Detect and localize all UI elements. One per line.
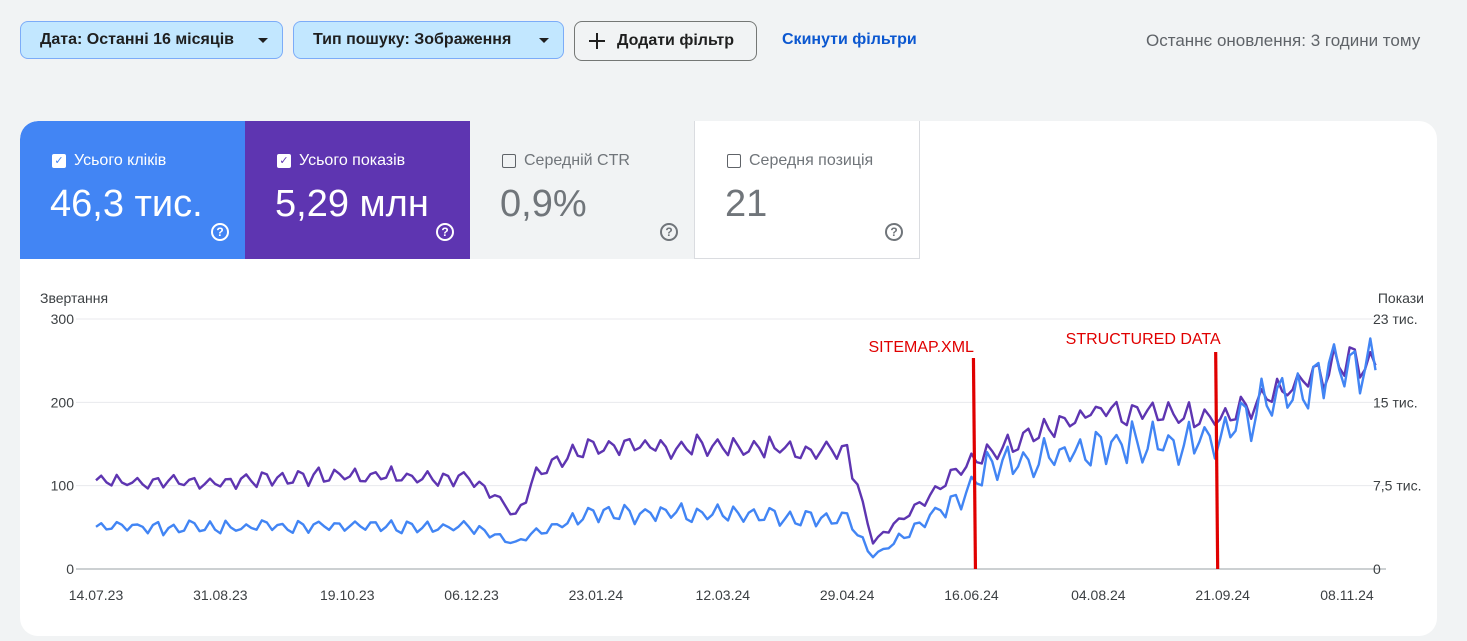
right-axis-title: Покази [1378, 290, 1424, 306]
x-tick-label: 21.09.24 [1195, 587, 1250, 603]
right-tick-label: 7,5 тис. [1373, 478, 1421, 494]
help-icon[interactable]: ? [660, 223, 678, 241]
metric-ctr-value: 0,9% [500, 183, 587, 225]
metric-clicks-label: Усього кліків [74, 152, 167, 169]
right-tick-label: 0 [1373, 561, 1381, 577]
performance-chart[interactable]: Звертання Покази SITEMAP.XML STRUCTURED D… [20, 121, 1437, 636]
plus-icon [588, 32, 606, 50]
annotation-marker-line [971, 357, 978, 570]
filter-bar: Дата: Останні 16 місяців Тип пошуку: Зоб… [0, 0, 1467, 82]
x-tick-label: 23.01.24 [569, 587, 624, 603]
add-filter-label: Додати фільтр [617, 32, 734, 49]
x-tick-label: 19.10.23 [320, 587, 375, 603]
x-tick-label: 08.11.24 [1320, 587, 1374, 603]
metric-position-label: Середня позиція [749, 152, 874, 169]
right-tick-label: 23 тис. [1373, 311, 1418, 327]
search-type-filter-chip[interactable]: Тип пошуку: Зображення [293, 21, 564, 59]
x-tick-label: 29.04.24 [820, 587, 875, 603]
chevron-down-icon [258, 38, 268, 43]
metric-impressions-label: Усього показів [299, 152, 406, 169]
metric-total-clicks[interactable]: ✓ Усього кліків 46,3 тис. ? [20, 121, 245, 259]
checkbox-checked-icon[interactable]: ✓ [52, 154, 66, 168]
help-icon[interactable]: ? [211, 223, 229, 241]
metric-position-label-row: Середня позиція [727, 152, 873, 170]
metric-position-value: 21 [725, 183, 768, 225]
right-tick-label: 15 тис. [1373, 394, 1418, 410]
left-tick-label: 200 [51, 394, 75, 410]
annotation-label: SITEMAP.XML [868, 339, 974, 356]
checkbox-checked-icon[interactable]: ✓ [277, 154, 291, 168]
date-filter-label: Дата: Останні 16 місяців [40, 31, 234, 48]
metric-average-ctr[interactable]: Середній CTR 0,9% ? [470, 121, 695, 259]
chevron-down-icon [539, 38, 549, 43]
metric-ctr-label: Середній CTR [524, 152, 630, 169]
clicks-series-line [95, 337, 1377, 559]
metric-clicks-label-row: ✓ Усього кліків [52, 152, 166, 170]
x-tick-label: 16.06.24 [944, 587, 999, 603]
metric-impressions-value: 5,29 млн [275, 183, 429, 225]
left-tick-label: 300 [51, 311, 75, 327]
search-type-filter-label: Тип пошуку: Зображення [313, 31, 512, 48]
metric-clicks-value: 46,3 тис. [50, 183, 203, 225]
x-tick-label: 31.08.23 [193, 587, 248, 603]
left-tick-label: 100 [51, 478, 75, 494]
annotation-label: STRUCTURED DATA [1066, 331, 1221, 348]
x-tick-label: 14.07.23 [69, 587, 124, 603]
left-axis-title: Звертання [40, 290, 108, 306]
reset-filters-link[interactable]: Скинути фільтри [782, 31, 917, 48]
metric-impressions-label-row: ✓ Усього показів [277, 152, 405, 170]
checkbox-unchecked-icon[interactable] [502, 154, 516, 168]
x-tick-label: 04.08.24 [1071, 587, 1126, 603]
checkbox-unchecked-icon[interactable] [727, 154, 741, 168]
last-update-text: Останнє оновлення: 3 години тому [1146, 31, 1421, 50]
impressions-series-line [95, 346, 1377, 545]
left-tick-label: 0 [66, 561, 74, 577]
annotation-marker-line [1214, 351, 1220, 570]
metric-average-position[interactable]: Середня позиція 21 ? [695, 121, 920, 259]
date-filter-chip[interactable]: Дата: Останні 16 місяців [20, 21, 283, 59]
help-icon[interactable]: ? [885, 223, 903, 241]
metric-ctr-label-row: Середній CTR [502, 152, 630, 170]
x-tick-label: 06.12.23 [444, 587, 499, 603]
x-tick-label: 12.03.24 [696, 587, 751, 603]
help-icon[interactable]: ? [436, 223, 454, 241]
performance-card: ✓ Усього кліків 46,3 тис. ? ✓ Усього пок… [20, 121, 1437, 636]
add-filter-button[interactable]: Додати фільтр [574, 21, 757, 61]
metric-total-impressions[interactable]: ✓ Усього показів 5,29 млн ? [245, 121, 470, 259]
